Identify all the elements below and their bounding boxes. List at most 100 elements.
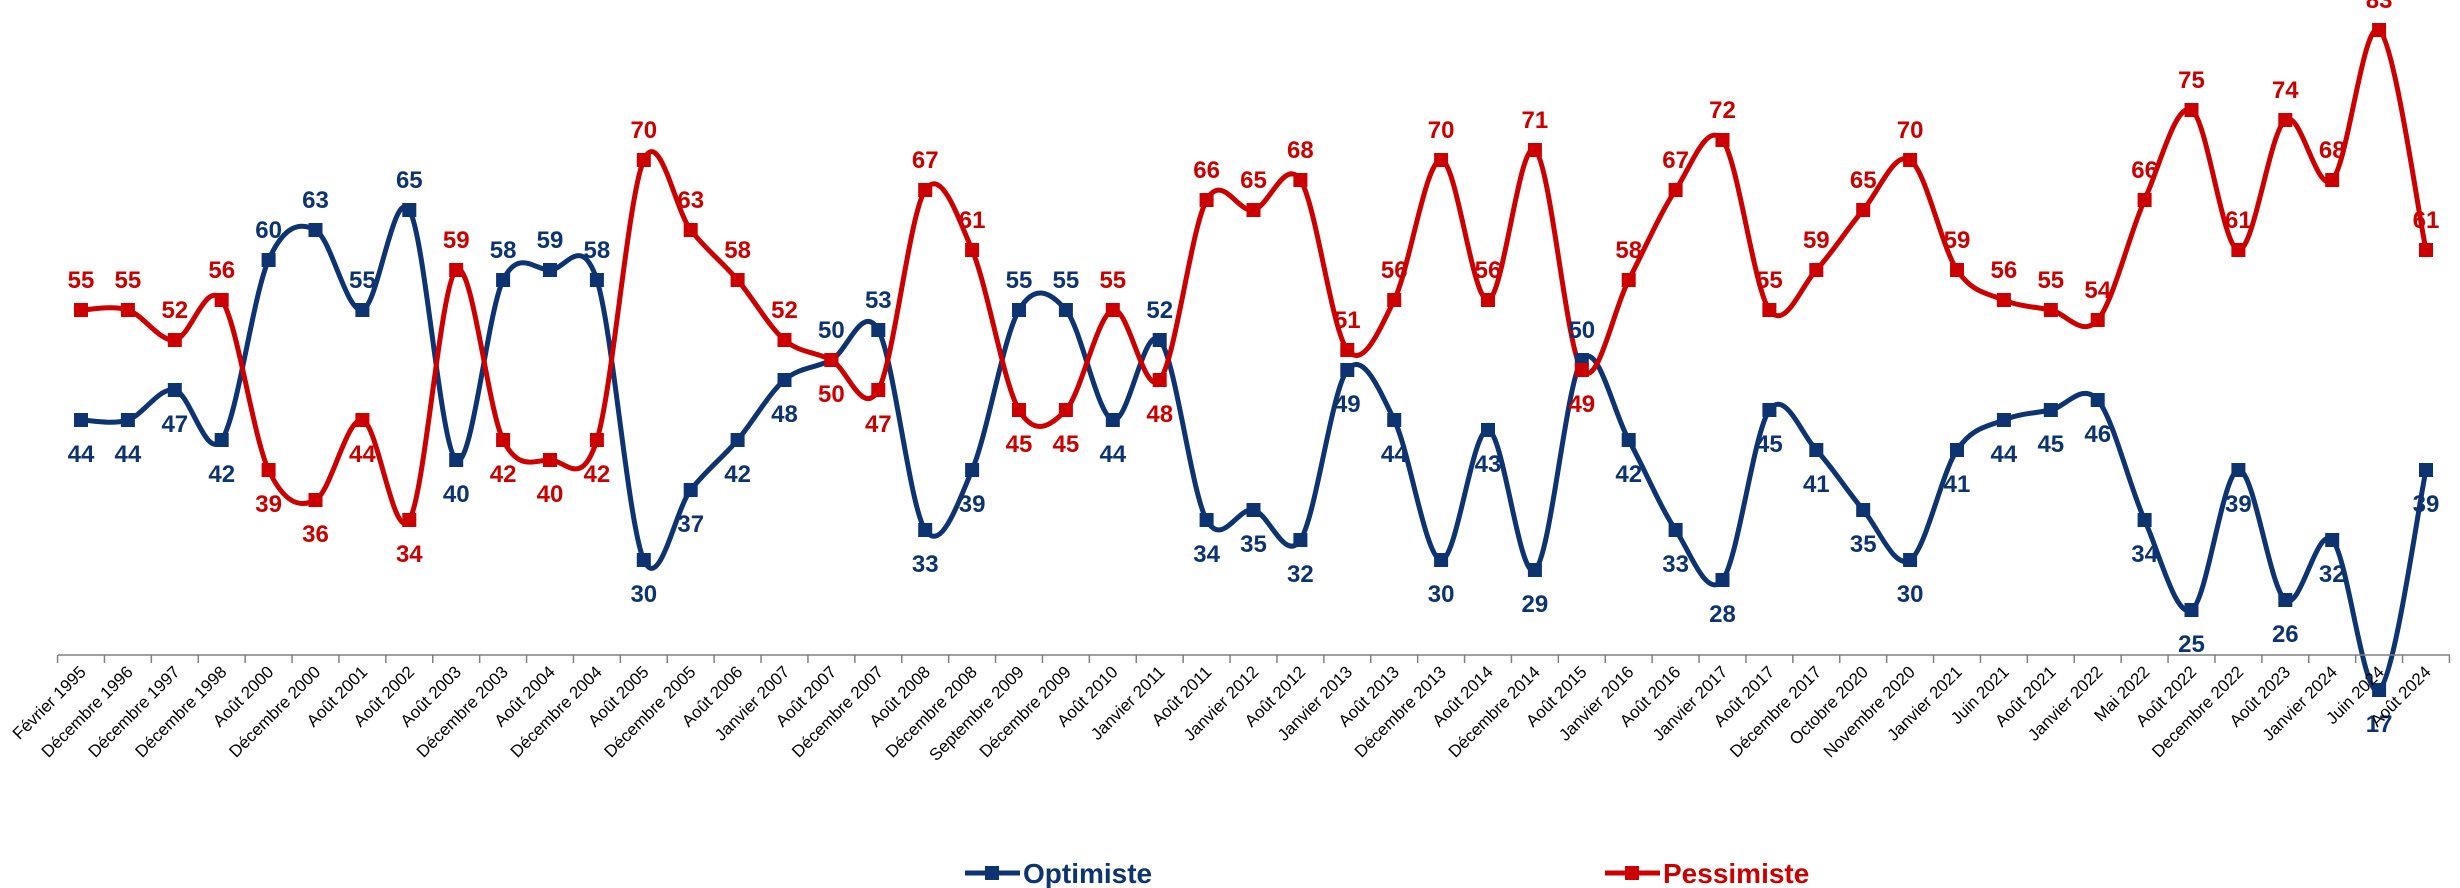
data-label-optimiste: 30: [1428, 581, 1455, 608]
marker-pessimiste: [1668, 183, 1683, 197]
marker-pessimiste: [2419, 243, 2433, 257]
marker-pessimiste: [1152, 373, 1167, 387]
data-label-optimiste: 34: [2131, 541, 2158, 568]
marker-optimiste: [1434, 553, 1449, 567]
data-label-pessimiste: 68: [2319, 137, 2346, 164]
marker-optimiste: [1246, 503, 1261, 517]
data-label-pessimiste: 59: [1944, 227, 1971, 254]
data-label-optimiste: 29: [1522, 591, 1549, 618]
data-label-pessimiste: 42: [490, 461, 517, 488]
data-label-pessimiste: 70: [630, 117, 657, 144]
marker-optimiste: [449, 453, 464, 467]
data-label-pessimiste: 58: [1615, 237, 1642, 264]
data-label-optimiste: 37: [677, 511, 704, 538]
marker-optimiste: [1809, 443, 1824, 457]
data-label-pessimiste: 52: [161, 297, 188, 324]
marker-pessimiste: [2231, 243, 2246, 257]
data-label-pessimiste: 66: [2131, 157, 2158, 184]
marker-optimiste: [214, 433, 229, 447]
data-label-optimiste: 33: [1662, 551, 1689, 578]
marker-optimiste: [308, 223, 323, 237]
data-label-pessimiste: 54: [2084, 277, 2111, 304]
data-label-pessimiste: 61: [2225, 207, 2252, 234]
data-label-pessimiste: 55: [2037, 267, 2064, 294]
legend-marker-optimiste: [985, 866, 999, 880]
marker-optimiste: [1293, 533, 1308, 547]
marker-pessimiste: [1715, 133, 1730, 147]
data-label-pessimiste: 83: [2366, 0, 2393, 14]
marker-optimiste: [1856, 503, 1871, 517]
marker-optimiste: [74, 413, 88, 427]
marker-optimiste: [1105, 413, 1120, 427]
data-label-optimiste: 59: [537, 227, 564, 254]
marker-optimiste: [1527, 563, 1542, 577]
data-label-pessimiste: 65: [1240, 167, 1267, 194]
data-label-optimiste: 55: [1053, 267, 1080, 294]
marker-pessimiste: [1856, 203, 1871, 217]
marker-pessimiste: [2137, 193, 2152, 207]
marker-optimiste: [589, 273, 604, 287]
marker-optimiste: [636, 553, 651, 567]
marker-pessimiste: [683, 223, 698, 237]
marker-pessimiste: [1996, 293, 2011, 307]
data-label-pessimiste: 45: [1053, 431, 1080, 458]
data-label-optimiste: 25: [2178, 631, 2205, 658]
data-label-optimiste: 34: [1193, 541, 1220, 568]
data-label-optimiste: 44: [1381, 441, 1408, 468]
marker-optimiste: [730, 433, 745, 447]
series-line-pessimiste: [78, 27, 2429, 526]
data-label-pessimiste: 59: [1803, 227, 1830, 254]
data-label-pessimiste: 48: [1146, 401, 1173, 428]
marker-pessimiste: [2325, 173, 2340, 187]
data-label-optimiste: 47: [161, 411, 188, 438]
marker-pessimiste: [167, 333, 182, 347]
data-label-optimiste: 32: [2319, 561, 2346, 588]
data-label-pessimiste: 50: [818, 381, 845, 408]
data-label-pessimiste: 56: [208, 257, 235, 284]
data-label-pessimiste: 72: [1709, 97, 1736, 124]
data-label-optimiste: 42: [1615, 461, 1642, 488]
marker-optimiste: [1481, 423, 1495, 437]
data-label-pessimiste: 70: [1897, 117, 1924, 144]
data-label-optimiste: 35: [1240, 531, 1267, 558]
marker-pessimiste: [918, 183, 933, 197]
data-label-optimiste: 58: [490, 237, 517, 264]
data-label-pessimiste: 61: [2413, 207, 2440, 234]
marker-optimiste: [2184, 603, 2199, 617]
marker-pessimiste: [589, 433, 604, 447]
data-label-pessimiste: 52: [771, 297, 798, 324]
series-markers: [74, 23, 2433, 697]
data-label-pessimiste: 68: [1287, 137, 1314, 164]
marker-pessimiste: [2184, 103, 2199, 117]
data-label-optimiste: 42: [208, 461, 235, 488]
data-label-optimiste: 40: [443, 481, 470, 508]
legend-label-pessimiste: Pessimiste: [1663, 858, 1809, 888]
marker-optimiste: [871, 323, 886, 337]
data-label-optimiste: 42: [724, 461, 751, 488]
data-label-optimiste: 30: [630, 581, 657, 608]
marker-pessimiste: [543, 453, 557, 467]
data-label-optimiste: 44: [115, 441, 142, 468]
data-label-optimiste: 17: [2366, 711, 2393, 738]
data-label-optimiste: 45: [1756, 431, 1783, 458]
data-label-pessimiste: 49: [1568, 391, 1595, 418]
data-label-optimiste: 39: [2413, 491, 2440, 518]
data-label-optimiste: 30: [1897, 581, 1924, 608]
marker-optimiste: [1621, 433, 1636, 447]
marker-pessimiste: [74, 303, 88, 317]
series-lines: [78, 27, 2429, 693]
marker-pessimiste: [120, 303, 135, 317]
marker-pessimiste: [1481, 293, 1495, 307]
marker-optimiste: [120, 413, 135, 427]
data-label-optimiste: 50: [1568, 317, 1595, 344]
marker-optimiste: [1715, 573, 1730, 587]
marker-pessimiste: [1950, 263, 1964, 277]
data-label-pessimiste: 55: [115, 267, 142, 294]
data-label-optimiste: 28: [1709, 601, 1736, 628]
data-label-pessimiste: 67: [912, 147, 939, 174]
data-label-optimiste: 46: [2084, 421, 2111, 448]
marker-optimiste: [1996, 413, 2011, 427]
marker-pessimiste: [1621, 273, 1636, 287]
marker-pessimiste: [1012, 403, 1026, 417]
marker-optimiste: [1152, 333, 1167, 347]
